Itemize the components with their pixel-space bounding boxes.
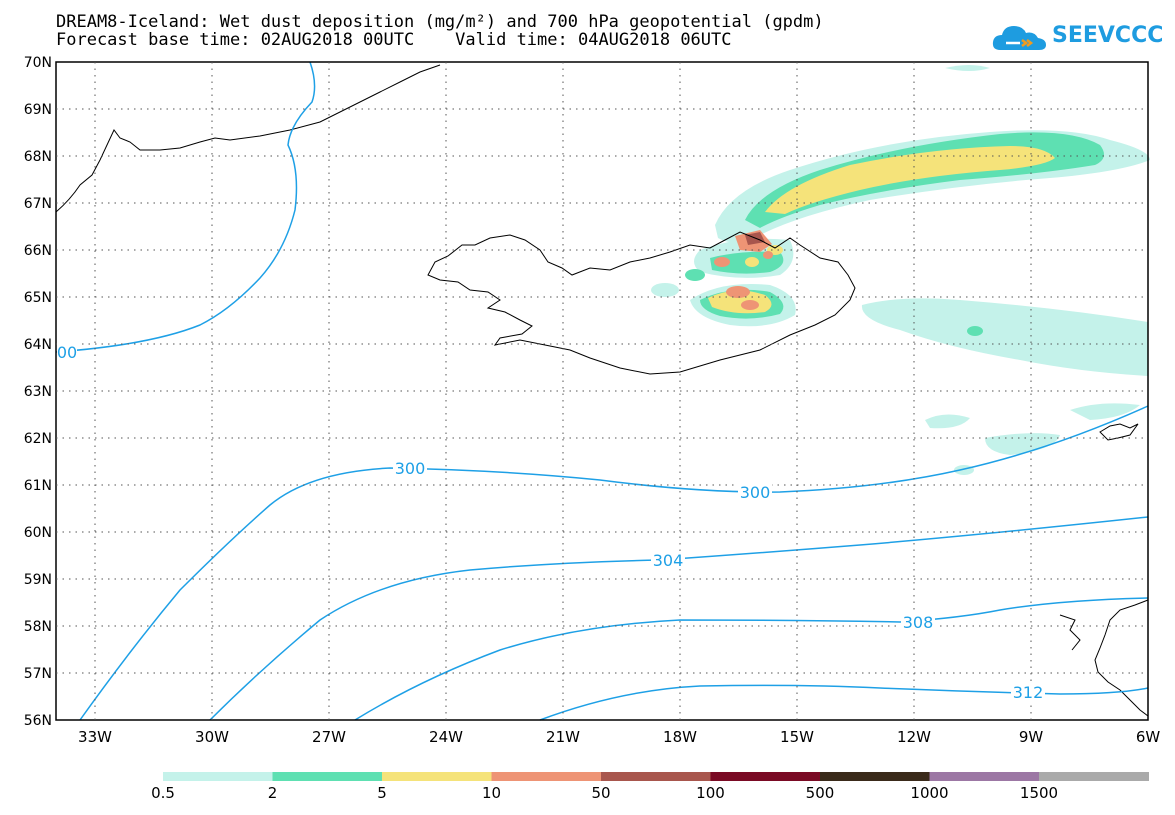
legend-swatch	[929, 772, 1040, 781]
contour-label: 304	[653, 551, 684, 570]
legend-label: 500	[805, 784, 835, 802]
contour-label-background	[393, 459, 427, 477]
legend-swatch	[272, 772, 383, 781]
lat-tick-label: 59N	[24, 572, 52, 588]
lon-tick-label: 15W	[780, 728, 814, 746]
lon-tick-label: 24W	[429, 728, 463, 746]
legend-label: 2	[267, 784, 278, 802]
lon-tick-label: 27W	[312, 728, 346, 746]
contour-label: 300	[395, 459, 426, 478]
legend-label: 5	[377, 784, 387, 802]
seevccc-logo	[992, 26, 1046, 50]
lon-tick-label: 12W	[897, 728, 931, 746]
logo-text: SEEVCCC	[1052, 23, 1164, 48]
cloud-icon	[992, 26, 1046, 50]
longitude-labels: 33W 30W 27W 24W 21W 18W 15W 12W 9W 6W	[78, 728, 1160, 746]
legend-swatch	[710, 772, 821, 781]
map-title: DREAM8-Iceland: Wet dust deposition (mg/…	[56, 12, 824, 32]
lat-tick-label: 57N	[24, 666, 52, 682]
legend-swatch	[491, 772, 602, 781]
legend-swatch	[820, 772, 930, 781]
contour-label: 00	[57, 343, 77, 362]
map-subtitle: Forecast base time: 02AUG2018 00UTC Vali…	[56, 30, 732, 50]
lat-tick-label: 63N	[24, 384, 52, 400]
coastline	[55, 64, 1149, 717]
lon-tick-label: 18W	[663, 728, 697, 746]
gridlines	[56, 62, 1148, 720]
lat-tick-label: 56N	[24, 713, 52, 729]
lat-tick-label: 67N	[24, 196, 52, 212]
lat-tick-label: 65N	[24, 290, 52, 306]
dust-deposition-shading	[651, 65, 1150, 475]
legend-label: 100	[696, 784, 725, 802]
lat-tick-label: 61N	[24, 478, 52, 494]
contour-labels: 00 300 300 304 308 312	[57, 343, 1045, 702]
lat-tick-label: 60N	[24, 525, 52, 541]
contour-label: 300	[740, 483, 771, 502]
lon-tick-label: 30W	[195, 728, 229, 746]
legend-colorbar	[163, 772, 1149, 781]
lon-tick-label: 6W	[1136, 728, 1161, 746]
lat-tick-label: 68N	[24, 149, 52, 165]
contour-label-background	[57, 343, 77, 361]
lat-tick-label: 58N	[24, 619, 52, 635]
legend-swatch	[382, 772, 492, 781]
contour-label: 312	[1013, 683, 1044, 702]
contour-label-background	[651, 551, 685, 569]
lat-tick-label: 70N	[24, 55, 52, 71]
legend-swatch	[601, 772, 711, 781]
legend-label: 50	[591, 784, 611, 802]
iceland-coast	[427, 231, 856, 375]
lon-tick-label: 9W	[1019, 728, 1044, 746]
legend-swatch	[1039, 772, 1149, 781]
contour-label-background	[901, 613, 935, 631]
lon-tick-label: 21W	[546, 728, 580, 746]
lat-tick-label: 62N	[24, 431, 52, 447]
legend-swatch	[163, 772, 273, 781]
contour-label: 308	[903, 613, 934, 632]
legend-label: 1000	[910, 784, 949, 802]
geopotential-contours	[55, 61, 1149, 721]
contour-label-background	[738, 483, 772, 501]
legend-label: 10	[481, 784, 502, 802]
lat-tick-label: 69N	[24, 102, 52, 118]
latitude-labels: 70N 69N 68N 67N 66N 65N 64N 63N 62N 61N 60N 59N 58N 5…	[24, 55, 52, 729]
legend-label: 1500	[1019, 784, 1059, 802]
lat-tick-label: 64N	[24, 337, 52, 353]
lat-tick-label: 66N	[24, 243, 52, 259]
contour-label-background	[1011, 683, 1045, 701]
legend-label: 0.5	[151, 784, 175, 802]
lon-tick-label: 33W	[78, 728, 112, 746]
